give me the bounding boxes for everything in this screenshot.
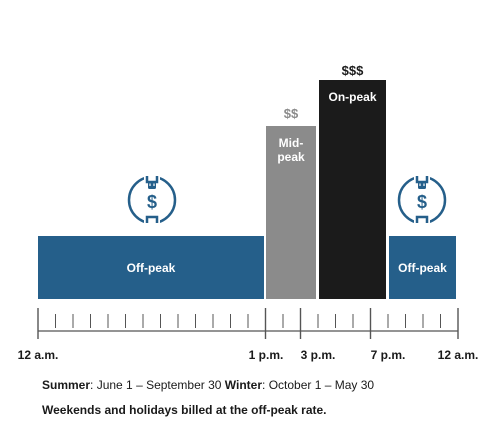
axis-label-7pm: 7 p.m. [370, 348, 406, 362]
hour-ticks [37, 308, 459, 339]
season-note: Summer: June 1 – September 30 Winter: Oc… [42, 378, 374, 392]
off-peak-label: Off-peak [126, 260, 176, 275]
dollar-sign: $ [147, 192, 157, 212]
axis-label-12am-end: 12 a.m. [437, 348, 479, 362]
weekend-note: Weekends and holidays billed at the off-… [42, 403, 327, 417]
on-peak-label: On-peak [328, 90, 377, 104]
on-peak-block: On-peak [319, 80, 386, 299]
summer-dates: : June 1 – September 30 [90, 378, 225, 392]
mid-peak-block: Mid- peak [266, 126, 316, 299]
axis-label-1pm: 1 p.m. [248, 348, 284, 362]
dollar-sign: $ [417, 192, 427, 212]
plug-dollar-icon: $ [397, 174, 447, 226]
winter-dates: : October 1 – May 30 [262, 378, 375, 392]
mid-peak-label: Mid- peak [277, 136, 305, 164]
timeline-axis [37, 308, 459, 339]
mid-peak-price: $$ [283, 106, 299, 121]
off-peak-label: Off-peak [398, 260, 447, 275]
off-peak-block-morning: Off-peak [38, 236, 264, 299]
on-peak-price: $$$ [341, 63, 364, 78]
summer-title: Summer [42, 378, 91, 392]
off-peak-block-evening: Off-peak [389, 236, 456, 299]
winter-title: Winter [224, 378, 263, 392]
axis-label-3pm: 3 p.m. [300, 348, 336, 362]
axis-label-12am-start: 12 a.m. [17, 348, 59, 362]
plug-dollar-icon: $ [127, 174, 177, 226]
